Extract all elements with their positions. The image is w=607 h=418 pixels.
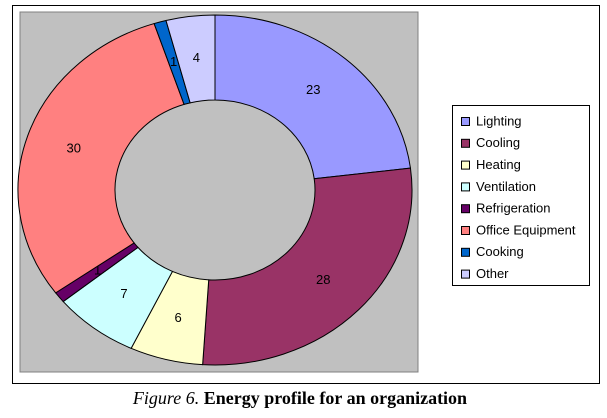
data-label: 4 [193, 50, 200, 65]
caption-title: Energy profile for an organization [204, 388, 467, 408]
legend-label: Cooking [476, 244, 524, 259]
legend-swatch [461, 117, 470, 126]
legend-label: Refrigeration [476, 201, 550, 216]
slice [17, 22, 185, 294]
legend-label: Other [476, 266, 509, 281]
legend: Lighting Cooling Heating Ventilation Refrige… [461, 113, 576, 281]
legend-swatch [461, 138, 470, 148]
legend-swatch [461, 182, 470, 192]
data-label: 23 [306, 82, 320, 97]
data-label: 1 [94, 263, 101, 278]
legend-label: Office Equipment [476, 222, 576, 237]
data-label: 7 [120, 286, 127, 301]
legend-swatch [461, 247, 470, 257]
legend-box [452, 105, 590, 286]
legend-label: Cooling [476, 135, 520, 150]
legend-swatch [461, 160, 470, 170]
legend-swatch [461, 204, 470, 214]
legend-swatch [461, 226, 470, 235]
data-label: 30 [67, 140, 81, 155]
legend-label: Heating [476, 157, 521, 172]
data-label: 1 [170, 54, 177, 69]
caption: Figure 6. Energy profile for an organiza… [132, 388, 467, 408]
data-label: 28 [316, 272, 330, 287]
slice [202, 167, 413, 366]
doughnut: 23 28 6 7 1 30 1 4 [17, 14, 413, 366]
slice [165, 14, 216, 104]
caption-label: Figure 6. [132, 388, 199, 408]
legend-swatch [461, 269, 470, 279]
slice [214, 14, 412, 180]
legend-label: Ventilation [476, 179, 536, 194]
data-label: 6 [174, 310, 181, 325]
legend-label: Lighting [476, 113, 522, 128]
